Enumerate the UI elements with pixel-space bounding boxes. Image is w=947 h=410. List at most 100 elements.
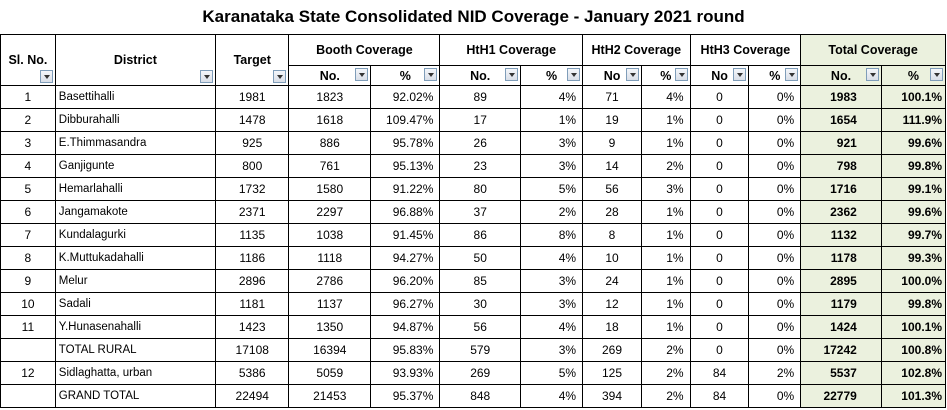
hth2-no-cell: 56	[582, 177, 642, 201]
total-pct-cell: 99.6%	[880, 131, 947, 155]
booth-no-cell: 761	[288, 154, 372, 178]
hth2-no-cell: 269	[582, 338, 642, 362]
hth1-no-filter-dropdown[interactable]	[505, 68, 519, 81]
district-cell: Melur	[54, 269, 217, 293]
hth1-pct-filter-dropdown[interactable]	[567, 68, 581, 81]
total-no-cell: 1716	[800, 177, 882, 201]
hth3-pct-cell: 0%	[748, 338, 802, 362]
hth3-no-cell: 0	[689, 315, 750, 339]
total-no-cell: 5537	[800, 361, 882, 385]
target-cell: 1732	[215, 177, 290, 201]
table-row: 4 Ganjigunte 800 761 95.13% 23 3% 14 2% …	[0, 154, 947, 178]
hth3-pct-cell: 0%	[748, 384, 802, 408]
table-body: 1 Basettihalli 1981 1823 92.02% 89 4% 71…	[0, 85, 947, 408]
hth2-no-cell: 10	[582, 246, 642, 270]
hth1-no-cell: 56	[439, 315, 522, 339]
slno-header-label: Sl. No.	[8, 52, 48, 67]
total-pct-cell: 100.1%	[880, 85, 947, 109]
booth-pct-cell: 95.37%	[370, 384, 441, 408]
table-row: 5 Hemarlahalli 1732 1580 91.22% 80 5% 56…	[0, 177, 947, 201]
district-cell: Jangamakote	[54, 200, 217, 224]
hth1-pct-cell: 4%	[520, 384, 584, 408]
total-no-cell: 17242	[800, 338, 882, 362]
district-header: District	[54, 34, 217, 86]
table-row: TOTAL RURAL 17108 16394 95.83% 579 3% 26…	[0, 338, 947, 362]
hth3-pct-cell: 0%	[748, 177, 802, 201]
hth3-pct-cell: 0%	[748, 200, 802, 224]
total-pct-filter-dropdown[interactable]	[930, 68, 943, 81]
hth3-pct-cell: 0%	[748, 223, 802, 247]
hth2-pct-cell: 1%	[640, 200, 691, 224]
hth3-no-cell: 0	[689, 246, 750, 270]
total-no-filter-dropdown[interactable]	[865, 68, 879, 81]
booth-pct-cell: 96.88%	[370, 200, 441, 224]
booth-pct-cell: 95.83%	[370, 338, 441, 362]
hth3-no-cell: 0	[689, 292, 750, 316]
hth2-pct-cell: 1%	[640, 108, 691, 132]
slno-cell: 3	[0, 131, 56, 155]
total-pct-header: %	[880, 65, 947, 86]
district-cell: Ganjigunte	[54, 154, 217, 178]
hth1-no-cell: 579	[439, 338, 522, 362]
hth2-pct-header: %	[640, 65, 691, 86]
coverage-table: Sl. No. District Target Booth Coverage H…	[0, 34, 947, 408]
total-no-cell: 1132	[800, 223, 882, 247]
booth-pct-filter-dropdown[interactable]	[424, 68, 438, 81]
booth-no-cell: 5059	[288, 361, 372, 385]
booth-no-cell: 1137	[288, 292, 372, 316]
hth1-no-cell: 50	[439, 246, 522, 270]
booth-pct-cell: 109.47%	[370, 108, 441, 132]
hth1-pct-cell: 3%	[520, 154, 584, 178]
booth-pct-cell: 96.20%	[370, 269, 441, 293]
booth-no-filter-dropdown[interactable]	[355, 68, 369, 81]
hth3-no-cell: 0	[689, 85, 750, 109]
hth1-pct-cell: 2%	[520, 200, 584, 224]
target-filter-dropdown[interactable]	[273, 70, 287, 83]
table-row: 2 Dibburahalli 1478 1618 109.47% 17 1% 1…	[0, 108, 947, 132]
district-cell: Dibburahalli	[54, 108, 217, 132]
hth1-no-cell: 80	[439, 177, 522, 201]
hth2-no-filter-dropdown[interactable]	[625, 68, 639, 81]
hth2-pct-filter-dropdown[interactable]	[674, 68, 688, 81]
table-row: 12 Sidlaghatta, urban 5386 5059 93.93% 2…	[0, 361, 947, 385]
district-cell: GRAND TOTAL	[54, 384, 217, 408]
booth-no-cell: 21453	[288, 384, 372, 408]
hth1-pct-header: %	[520, 65, 584, 86]
total-no-cell: 921	[800, 131, 882, 155]
booth-pct-cell: 94.87%	[370, 315, 441, 339]
total-pct-cell: 102.8%	[880, 361, 947, 385]
district-cell: K.Muttukadahalli	[54, 246, 217, 270]
table-row: 6 Jangamakote 2371 2297 96.88% 37 2% 28 …	[0, 200, 947, 224]
hth3-pct-cell: 0%	[748, 246, 802, 270]
hth3-pct-cell: 0%	[748, 85, 802, 109]
hth3-pct-filter-dropdown[interactable]	[785, 68, 799, 81]
booth-pct-cell: 92.02%	[370, 85, 441, 109]
slno-cell: 6	[0, 200, 56, 224]
hth1-no-cell: 89	[439, 85, 522, 109]
district-filter-dropdown[interactable]	[200, 70, 214, 83]
hth3-no-filter-dropdown[interactable]	[733, 68, 747, 81]
booth-pct-header: %	[370, 65, 441, 86]
total-pct-cell: 100.8%	[880, 338, 947, 362]
hth3-no-cell: 0	[689, 200, 750, 224]
total-no-cell: 1654	[800, 108, 882, 132]
hth2-pct-cell: 2%	[640, 154, 691, 178]
hth1-no-cell: 86	[439, 223, 522, 247]
hth1-pct-label: %	[545, 68, 558, 83]
target-cell: 1981	[215, 85, 290, 109]
booth-coverage-header: Booth Coverage	[288, 34, 441, 66]
booth-no-cell: 16394	[288, 338, 372, 362]
district-cell: Y.Hunasenahalli	[54, 315, 217, 339]
hth3-pct-cell: 0%	[748, 154, 802, 178]
hth1-pct-cell: 4%	[520, 85, 584, 109]
district-cell: TOTAL RURAL	[54, 338, 217, 362]
slno-cell: 1	[0, 85, 56, 109]
target-cell: 1135	[215, 223, 290, 247]
total-pct-cell: 99.3%	[880, 246, 947, 270]
hth1-no-label: No.	[470, 68, 491, 83]
hth1-pct-cell: 4%	[520, 246, 584, 270]
total-no-cell: 1179	[800, 292, 882, 316]
hth2-pct-cell: 1%	[640, 269, 691, 293]
booth-no-cell: 886	[288, 131, 372, 155]
slno-filter-dropdown[interactable]	[39, 70, 53, 83]
